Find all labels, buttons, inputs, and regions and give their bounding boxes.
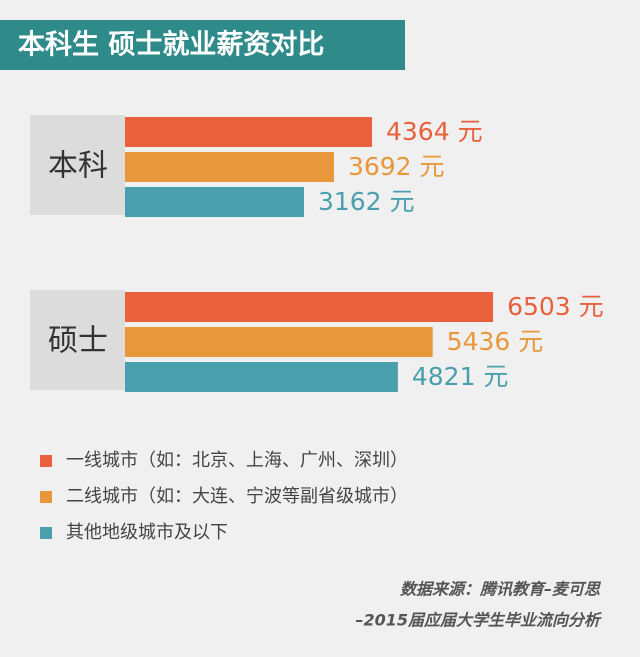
bar xyxy=(125,117,373,147)
value-label: 3692 元 xyxy=(348,152,445,181)
value-label: 5436 元 xyxy=(447,327,544,356)
category-label: 本科 xyxy=(48,149,108,184)
category-box xyxy=(30,290,125,390)
legend-swatch xyxy=(40,527,52,539)
value-label: 4364 元 xyxy=(386,117,483,146)
legend-label: 二线城市（如：大连、宁波等副省级城市） xyxy=(66,486,408,507)
bar xyxy=(125,187,304,217)
source-line: –2015届应届大学生毕业流向分析 xyxy=(355,611,602,630)
category-box xyxy=(30,115,125,215)
bar xyxy=(125,362,398,392)
bar xyxy=(125,152,334,182)
value-label: 6503 元 xyxy=(507,292,604,321)
legend-swatch xyxy=(40,491,52,503)
legend-label: 其他地级城市及以下 xyxy=(66,522,228,543)
legend-swatch xyxy=(40,455,52,467)
bar xyxy=(125,327,433,357)
bar xyxy=(125,292,494,322)
chart-title: 本科生 硕士就业薪资对比 xyxy=(18,30,324,61)
title-banner xyxy=(0,20,405,70)
legend-label: 一线城市（如：北京、上海、广州、深圳） xyxy=(66,450,408,471)
source-line: 数据来源：腾讯教育–麦可思 xyxy=(400,580,602,599)
value-label: 4821 元 xyxy=(412,362,509,391)
category-label: 硕士 xyxy=(48,324,108,359)
value-label: 3162 元 xyxy=(318,187,415,216)
